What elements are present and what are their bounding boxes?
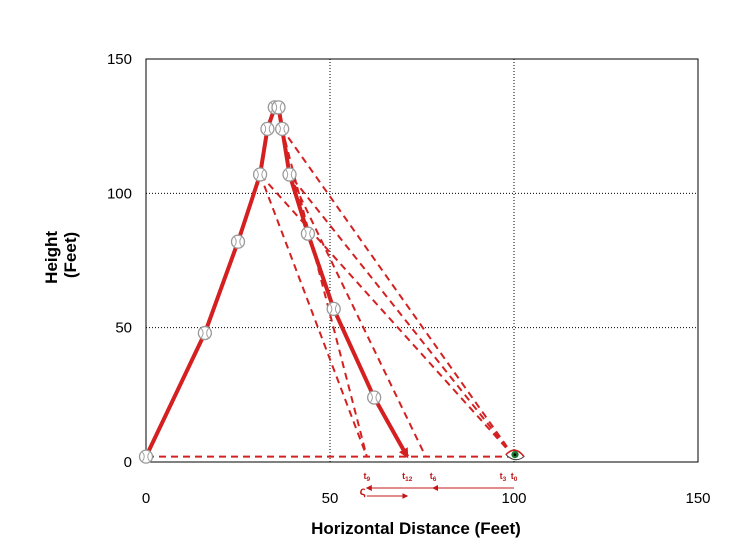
baseball-point: [275, 121, 290, 137]
baseball-point: [230, 234, 246, 249]
baseball-seam: [201, 328, 209, 338]
y-tick-label: 150: [107, 51, 132, 68]
baseball-body: [260, 121, 275, 137]
baseball-point: [197, 325, 213, 341]
x-tick-label: 150: [685, 490, 710, 507]
eye-icon: [505, 449, 525, 461]
baseball-point: [138, 449, 154, 464]
baseball-point: [326, 301, 341, 317]
baseball-seam: [234, 236, 242, 247]
sight-line-projection: [259, 174, 368, 457]
baseball-body: [197, 325, 213, 341]
baseball-seam: [329, 304, 338, 314]
baseball-body: [300, 226, 316, 241]
baseball-point: [252, 167, 268, 182]
time-marker-label: t6: [430, 471, 437, 483]
y-tick-label: 0: [124, 454, 132, 471]
eye-lid: [505, 449, 525, 458]
y-axis-title-line-1: Height: [42, 231, 61, 284]
baseball-seam: [263, 124, 272, 134]
baseball-point: [271, 100, 286, 115]
baseball-seam: [274, 102, 283, 113]
baseball-point: [300, 226, 316, 241]
x-tick-label: 50: [322, 490, 339, 507]
baseball-body: [271, 100, 286, 115]
baseball-body: [275, 121, 290, 137]
baseball-point: [260, 121, 275, 137]
baseball-body: [326, 301, 341, 317]
baseball-point: [367, 390, 382, 405]
y-axis-title: Height (Feet): [42, 226, 80, 284]
time-marker-label: t0: [511, 471, 518, 483]
y-tick-label: 100: [107, 185, 132, 202]
baseball-body: [282, 167, 297, 182]
baseball-seam: [142, 451, 150, 462]
baseball-body: [230, 234, 246, 249]
sight-line-to-eye: [281, 128, 515, 458]
baseball-seam: [285, 169, 294, 180]
baseball-seam: [256, 169, 264, 180]
sight-line-to-eye: [288, 173, 515, 458]
time-marker-label: t12: [402, 471, 413, 483]
baseball-body: [252, 167, 268, 182]
baseball-seam: [370, 392, 379, 403]
time-marker-label: t3: [500, 471, 507, 483]
sight-line-projection: [281, 128, 368, 457]
x-tick-label: 0: [142, 490, 150, 507]
baseball-seam: [304, 228, 312, 239]
y-axis-title-line-2: (Feet): [61, 232, 80, 278]
baseball-seam: [278, 124, 287, 134]
x-axis-title: Horizontal Distance (Feet): [311, 519, 521, 538]
x-tick-label: 100: [501, 490, 526, 507]
time-marker-label: t9: [363, 471, 370, 483]
baseball-point: [282, 167, 297, 182]
eye-pupil: [513, 453, 517, 456]
baseball-body: [367, 390, 382, 405]
plot-frame: [145, 58, 699, 463]
y-tick-label: 50: [115, 320, 132, 337]
sight-line-projection: [288, 174, 427, 458]
baseball-body: [138, 449, 154, 464]
reversal-glyph: ς: [360, 484, 366, 498]
